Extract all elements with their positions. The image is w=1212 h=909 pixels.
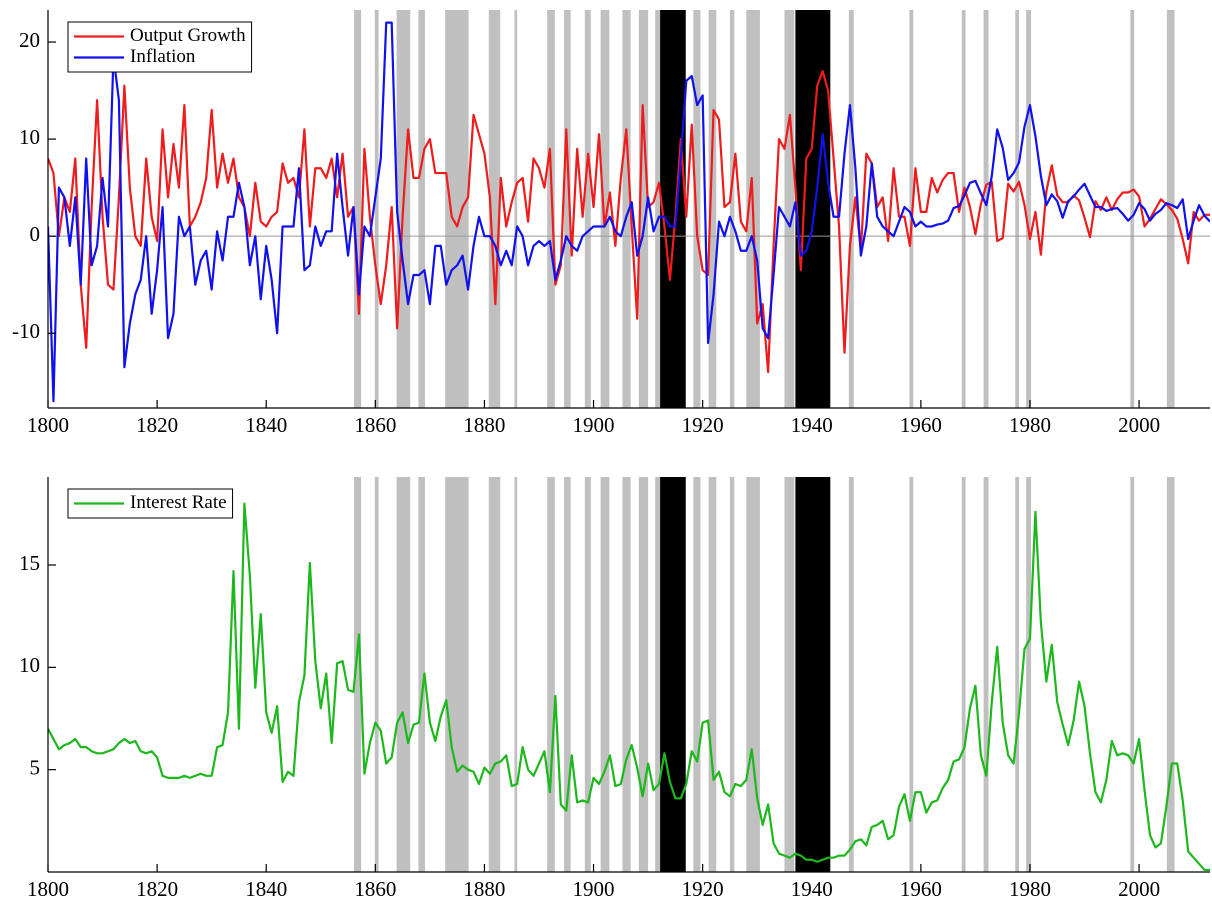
x-tick-label: 1900 [573,877,615,901]
shaded-period [795,477,831,872]
chart-panel: 5 10 15 1800 1820 1840 1860 1880 1900 1920 1940 196… [19,477,1210,901]
shaded-period [660,10,686,408]
x-tick-label: 1820 [136,413,178,437]
x-tick-label: 1820 [136,877,178,901]
shaded-period [622,477,631,872]
shaded-period [514,477,518,872]
shaded-period [547,477,555,872]
shaded-period [564,10,571,408]
shaded-period [396,477,411,872]
shaded-period [488,10,501,408]
shaded-period [961,477,966,872]
shaded-period [374,477,379,872]
shaded-period [1026,477,1032,872]
x-tick-label: 1900 [573,413,615,437]
shaded-period [584,477,591,872]
x-tick-label: 1800 [27,877,69,901]
y-tick-label: 10 [19,125,40,149]
shaded-period [638,477,649,872]
shaded-period [584,10,591,408]
x-tick-label: 1960 [900,877,942,901]
legend-label: Inflation [130,46,196,67]
x-tick-label: 2000 [1118,877,1160,901]
shaded-period [418,10,425,408]
shaded-period [622,10,631,408]
shaded-period [784,10,795,408]
x-tick-label: 1960 [900,413,942,437]
shaded-period [784,477,795,872]
shaded-period [418,477,425,872]
shaded-period [1015,477,1020,872]
x-tick-label: 1980 [1009,413,1051,437]
series-line [48,502,1210,872]
legend-label: Output Growth [130,25,246,46]
legend-box [67,21,253,73]
shaded-period [983,477,989,872]
x-tick-label: 1800 [27,413,69,437]
series-line [48,70,1210,374]
y-tick-label: 20 [19,28,40,52]
x-tick-label: 1840 [245,413,287,437]
x-tick-label: 1880 [463,413,505,437]
shaded-period [354,10,362,408]
shaded-period [961,10,966,408]
shaded-period [445,10,469,408]
y-tick-label: 0 [30,222,41,246]
plot-area [48,477,1210,872]
shaded-period [848,477,854,872]
shaded-period [729,10,735,408]
shaded-period [848,10,854,408]
legend-label: Interest Rate [130,492,227,513]
shaded-period [1166,477,1175,872]
shaded-period [708,10,717,408]
x-tick-label: 1920 [682,413,724,437]
shaded-period [909,477,914,872]
y-tick-label: 15 [19,551,40,575]
x-tick-label: 1940 [791,877,833,901]
shaded-period [600,477,610,872]
y-tick-label: -10 [12,319,40,343]
shaded-period [374,10,379,408]
chart-panel: -10 0 10 20 1800 1820 1840 1860 1880 1900 1920 1940… [12,10,1210,437]
shaded-period [600,10,610,408]
series-line [48,21,1210,403]
shaded-period [746,477,760,872]
x-tick-label: 1840 [245,877,287,901]
shaded-period [660,477,686,872]
shaded-period [488,477,501,872]
shaded-period [638,10,649,408]
legend: Interest Rate [67,488,234,519]
x-tick-label: 2000 [1118,413,1160,437]
shaded-period [564,477,571,872]
x-tick-label: 1980 [1009,877,1051,901]
shaded-period [1015,10,1020,408]
x-tick-label: 1860 [354,413,396,437]
x-tick-label: 1940 [791,413,833,437]
y-tick-label: 5 [30,755,41,779]
shaded-period [795,10,831,408]
shaded-period [445,477,469,872]
shaded-period [1026,10,1032,408]
shaded-period [1130,10,1135,408]
shaded-period [655,477,661,872]
shaded-period [547,10,555,408]
x-tick-label: 1920 [682,877,724,901]
shaded-period [983,10,989,408]
shaded-period [693,477,701,872]
shaded-period [354,477,362,872]
shaded-period [729,477,735,872]
shaded-period [1130,477,1135,872]
shaded-period [655,10,661,408]
x-tick-label: 1860 [354,877,396,901]
y-tick-label: 10 [19,653,40,677]
shaded-period [909,10,914,408]
plot-area [48,10,1210,408]
shaded-period [708,477,717,872]
shaded-period [514,10,518,408]
x-tick-label: 1880 [463,877,505,901]
